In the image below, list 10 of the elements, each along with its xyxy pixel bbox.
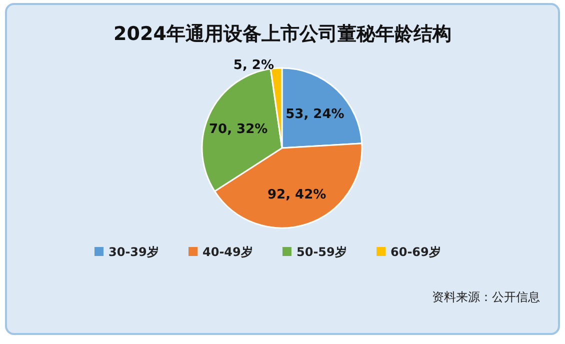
legend-label: 60-69岁 bbox=[390, 245, 441, 259]
data-label: 70, 32% bbox=[209, 122, 268, 138]
text: 资料来源：公开信息 bbox=[432, 290, 540, 304]
data-label: 92, 42% bbox=[267, 188, 326, 203]
chart-title: 2024年通用设备上市公司董秘年龄结构 bbox=[114, 23, 452, 45]
legend-label: 30-39岁 bbox=[108, 245, 159, 259]
legend-label: 50-59岁 bbox=[296, 245, 347, 259]
data-label: 53, 24% bbox=[286, 107, 344, 122]
legend-label: 40-49岁 bbox=[202, 245, 253, 259]
data-label: 5, 2% bbox=[233, 58, 274, 74]
